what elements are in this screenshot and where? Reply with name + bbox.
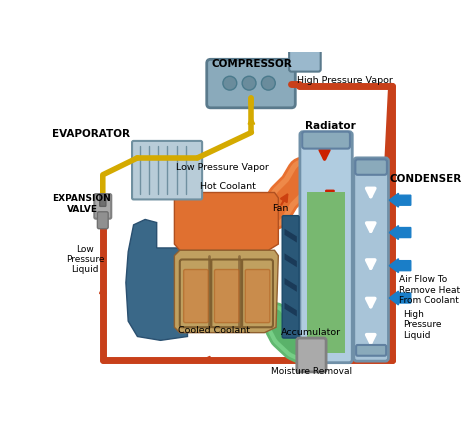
Text: Fan: Fan bbox=[272, 204, 288, 213]
Text: Hot Coolant: Hot Coolant bbox=[201, 182, 256, 191]
Polygon shape bbox=[284, 278, 297, 292]
Polygon shape bbox=[284, 229, 297, 243]
FancyBboxPatch shape bbox=[297, 338, 326, 372]
Text: High
Pressure
Liquid: High Pressure Liquid bbox=[403, 310, 442, 340]
Text: High Pressure Vapor: High Pressure Vapor bbox=[297, 77, 393, 86]
FancyArrow shape bbox=[389, 193, 411, 207]
Text: EVAPORATOR: EVAPORATOR bbox=[52, 129, 130, 139]
Text: Radiator: Radiator bbox=[305, 121, 356, 131]
Bar bbox=[307, 191, 346, 353]
FancyBboxPatch shape bbox=[300, 132, 352, 362]
Text: Air Flow To
Remove Heat
From Coolant: Air Flow To Remove Heat From Coolant bbox=[399, 275, 460, 305]
Text: Cooled Coolant: Cooled Coolant bbox=[178, 326, 250, 335]
Text: Low Pressure Vapor: Low Pressure Vapor bbox=[176, 163, 269, 172]
Polygon shape bbox=[174, 193, 278, 250]
Circle shape bbox=[223, 76, 237, 90]
Text: CONDENSER: CONDENSER bbox=[390, 174, 462, 184]
Text: Accumulator: Accumulator bbox=[282, 328, 342, 337]
FancyBboxPatch shape bbox=[354, 158, 389, 361]
Polygon shape bbox=[126, 219, 188, 341]
Text: Low
Pressure
Liquid: Low Pressure Liquid bbox=[66, 245, 104, 274]
Text: COMPRESSOR: COMPRESSOR bbox=[211, 59, 292, 69]
Text: EXPANSION
VALVE: EXPANSION VALVE bbox=[53, 194, 111, 214]
Polygon shape bbox=[284, 303, 297, 316]
FancyBboxPatch shape bbox=[214, 270, 239, 322]
FancyBboxPatch shape bbox=[97, 212, 108, 229]
Polygon shape bbox=[174, 250, 278, 333]
FancyBboxPatch shape bbox=[356, 345, 386, 356]
FancyArrow shape bbox=[389, 226, 411, 240]
FancyBboxPatch shape bbox=[245, 270, 270, 322]
FancyArrow shape bbox=[389, 291, 411, 305]
FancyBboxPatch shape bbox=[289, 39, 321, 72]
Circle shape bbox=[242, 76, 256, 90]
FancyBboxPatch shape bbox=[356, 160, 387, 175]
Circle shape bbox=[261, 76, 275, 90]
FancyBboxPatch shape bbox=[207, 59, 295, 108]
FancyBboxPatch shape bbox=[94, 194, 111, 219]
Text: Moisture Removal: Moisture Removal bbox=[271, 367, 352, 376]
Polygon shape bbox=[284, 253, 297, 267]
FancyBboxPatch shape bbox=[183, 270, 208, 322]
FancyBboxPatch shape bbox=[302, 132, 350, 149]
FancyArrow shape bbox=[389, 259, 411, 273]
FancyBboxPatch shape bbox=[282, 215, 299, 338]
FancyBboxPatch shape bbox=[132, 141, 202, 200]
FancyBboxPatch shape bbox=[100, 194, 106, 206]
